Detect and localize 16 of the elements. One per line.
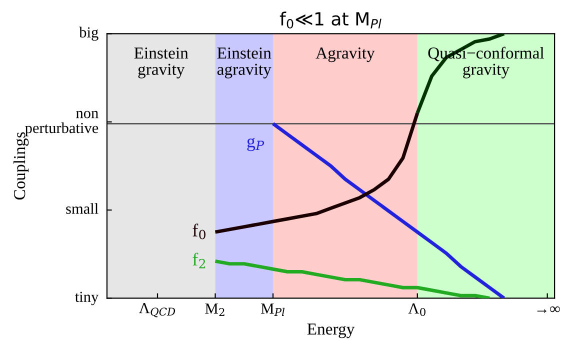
x-tick-label: M$_{Pl}$ bbox=[261, 304, 285, 316]
band-label: Einstein agravity bbox=[217, 47, 272, 78]
chart-title: f$_{0}$≪1 at M$_{Pl}$ bbox=[280, 12, 382, 29]
series-label: f$_{0}$ bbox=[192, 224, 206, 240]
text: small bbox=[66, 203, 98, 214]
text: big bbox=[79, 26, 98, 41]
x-tick-label: M$_{2}$ bbox=[205, 304, 224, 316]
band-label: Agravity bbox=[316, 47, 375, 62]
x-tick-label: →∞ bbox=[537, 306, 560, 313]
x-tick-label: Λ$_{QCD}$ bbox=[139, 303, 176, 318]
series-label: g$_{P}$ bbox=[247, 138, 264, 152]
text: tiny bbox=[75, 292, 99, 306]
x-axis-title: Energy bbox=[307, 324, 355, 338]
annotation: Einstein gravity bbox=[134, 47, 188, 78]
x-tick-label: Λ$_{0}$ bbox=[408, 303, 426, 316]
series-label: f$_{2}$ bbox=[192, 252, 206, 268]
